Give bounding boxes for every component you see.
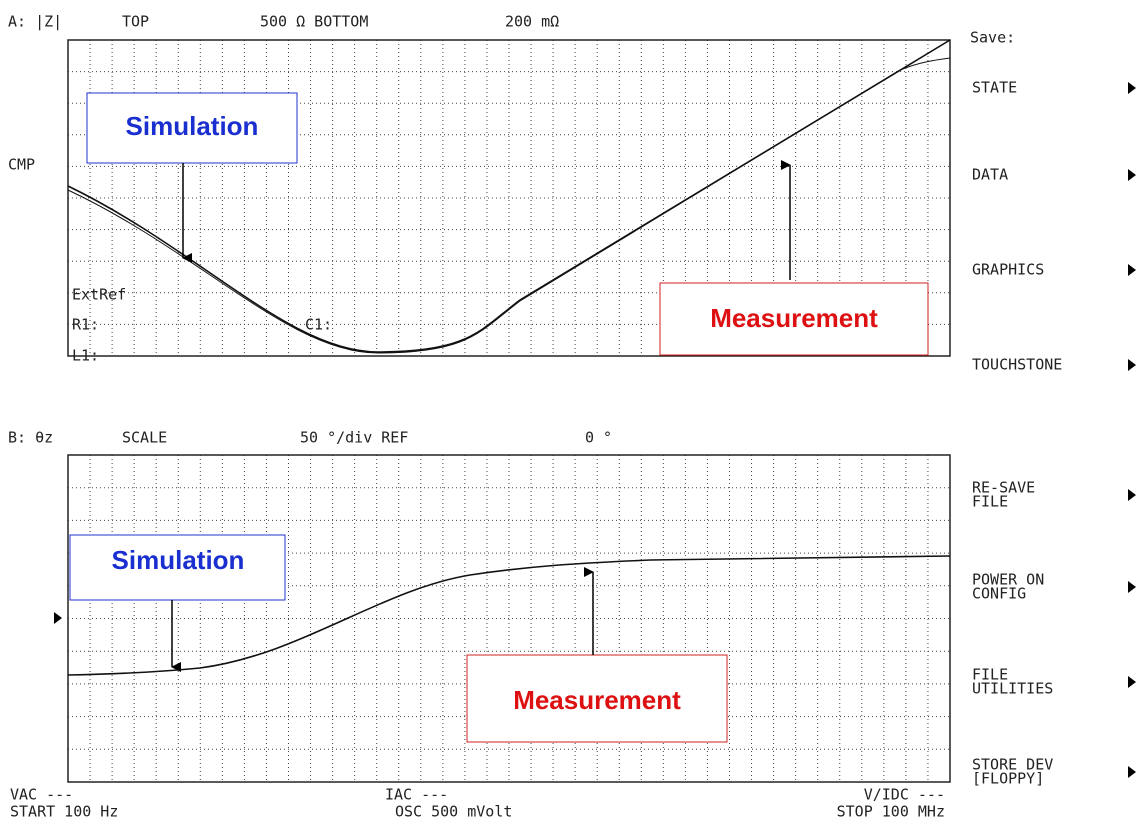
overlay-text: C1: (305, 316, 332, 334)
trace (67, 57, 951, 354)
overlay-text: L1: (72, 347, 99, 365)
side-label: CMP (8, 156, 35, 174)
softkey-arrow (1128, 676, 1136, 688)
softkey-label[interactable]: DATA (972, 166, 1008, 184)
scale-value: 50 °/div REF (300, 429, 408, 447)
annotation: Simulation (112, 545, 245, 575)
softkey-arrow (1128, 581, 1136, 593)
softkey-title: Save: (970, 29, 1015, 47)
overlay-text: ExtRef (72, 286, 126, 304)
softkey-arrow (1128, 359, 1136, 371)
top-value: 500 Ω BOTTOM (260, 13, 368, 31)
annotation-box (69, 534, 286, 601)
top-label: TOP (122, 13, 149, 31)
plot-frame-a (67, 39, 951, 357)
channel: A: |Z| (8, 13, 62, 31)
softkey-arrow (1128, 489, 1136, 501)
bottom-value: 200 mΩ (505, 13, 559, 31)
softkey-arrow (1128, 169, 1136, 181)
scale-label: SCALE (122, 429, 167, 447)
annotation: Measurement (710, 303, 878, 333)
footer-text: IAC --- (385, 786, 448, 804)
trace (67, 39, 951, 353)
plot-frame-b (67, 454, 951, 783)
annotation: Measurement (513, 685, 681, 715)
softkey-label[interactable]: UTILITIES (972, 680, 1053, 698)
softkey-label[interactable]: CONFIG (972, 585, 1026, 603)
annotation-box (466, 654, 728, 743)
footer-text: STOP 100 MHz (837, 803, 945, 821)
footer-text: OSC 500 mVolt (395, 803, 512, 821)
trace (67, 555, 951, 676)
softkey-label[interactable]: STORE DEV (972, 756, 1053, 774)
softkey-label[interactable]: POWER ON (972, 571, 1044, 589)
softkeys: STATEDATAGRAPHICSTOUCHSTONERE-SAVEFILEPO… (972, 79, 1136, 788)
softkey-label[interactable]: [FLOPPY] (972, 770, 1044, 788)
softkey-arrow (1128, 264, 1136, 276)
softkey-label[interactable]: FILE (972, 666, 1008, 684)
softkey-label[interactable]: FILE (972, 493, 1008, 511)
softkey-label[interactable]: TOUCHSTONE (972, 356, 1062, 374)
softkey-label[interactable]: STATE (972, 79, 1017, 97)
footer-text: START 100 Hz (10, 803, 118, 821)
softkey-arrow (1128, 82, 1136, 94)
ref-marker (54, 612, 62, 624)
softkey-label[interactable]: GRAPHICS (972, 261, 1044, 279)
annotation-box (659, 282, 929, 356)
softkey-label[interactable]: RE-SAVE (972, 479, 1035, 497)
ref-value: 0 ° (585, 429, 612, 447)
annotation-box (86, 92, 298, 164)
overlay-text: R1: (72, 316, 99, 334)
channel: B: θz (8, 429, 53, 447)
footer-text: VAC --- (10, 786, 73, 804)
footer-text: V/IDC --- (864, 786, 945, 804)
softkey-arrow (1128, 766, 1136, 778)
annotation: Simulation (126, 111, 259, 141)
